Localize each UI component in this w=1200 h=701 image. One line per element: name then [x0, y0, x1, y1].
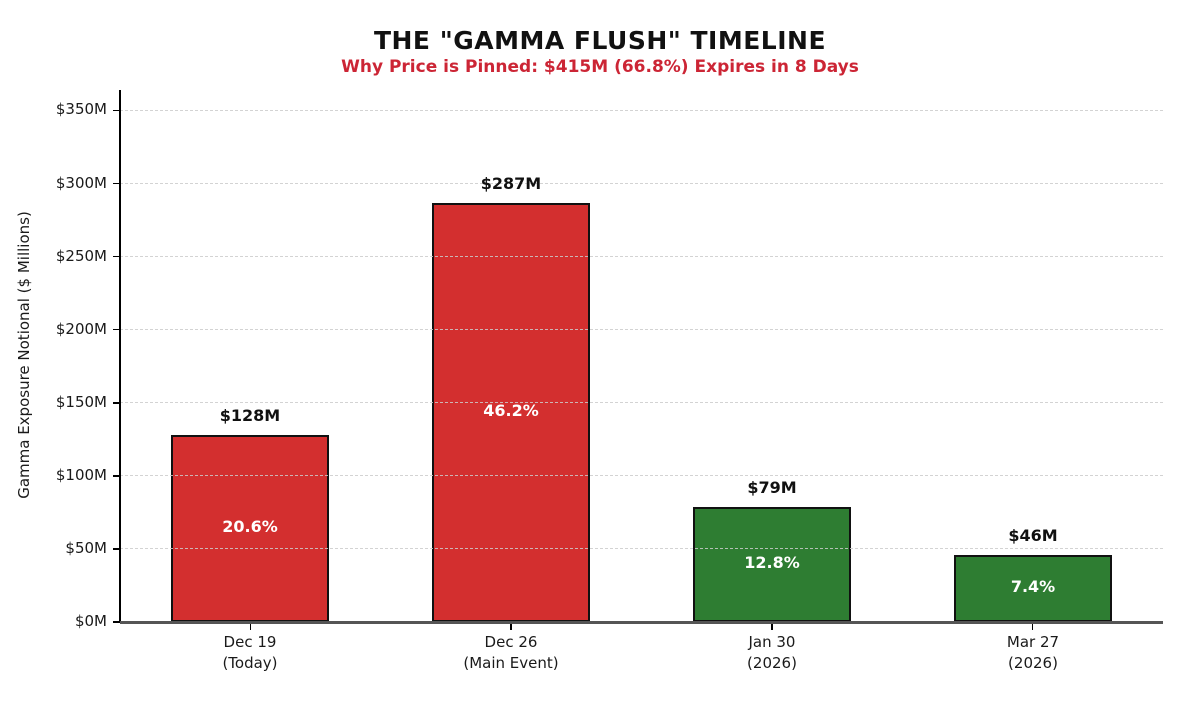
gridline — [120, 329, 1163, 331]
gridline — [120, 109, 1163, 111]
x-tick-label-line: Dec 19 — [223, 633, 277, 651]
y-tick-label: $300M — [55, 173, 107, 192]
bar-pct-label: 20.6% — [222, 517, 278, 536]
gridline — [120, 475, 1163, 477]
chart-subtitle: Why Price is Pinned: $415M (66.8%) Expir… — [341, 57, 859, 77]
y-tick-mark — [113, 621, 120, 623]
bar — [171, 434, 329, 622]
bar-pct-label: 12.8% — [744, 553, 800, 572]
x-axis-line — [120, 621, 1163, 624]
x-tick-label-line: (Today) — [222, 654, 278, 672]
y-tick-mark — [113, 328, 120, 331]
y-tick-label: $250M — [55, 246, 107, 265]
y-tick-mark — [113, 109, 120, 112]
x-tick-label-line: (2026) — [747, 654, 797, 672]
y-tick-label: $0M — [74, 612, 107, 630]
x-tick-mark — [1031, 623, 1034, 630]
y-tick-label: $200M — [55, 319, 107, 338]
x-tick-label-line: (2026) — [1008, 654, 1058, 672]
x-tick-label: Jan 30 (2026) — [662, 632, 882, 674]
x-tick-label: Dec 19 (Today) — [140, 632, 360, 674]
x-tick-label-line: (Main Event) — [463, 654, 559, 672]
bar — [432, 202, 590, 622]
y-axis-line — [119, 90, 121, 622]
y-tick-label: $50M — [65, 538, 107, 557]
bar — [693, 506, 851, 622]
x-tick-mark — [771, 623, 773, 630]
gridline — [120, 256, 1163, 258]
x-tick-label: Mar 27 (2026) — [923, 632, 1143, 674]
y-tick-mark — [113, 548, 120, 550]
y-tick-mark — [113, 255, 120, 258]
y-tick-mark — [113, 182, 120, 185]
y-tick-label: $350M — [55, 100, 107, 119]
bar-value-label: $46M — [1008, 525, 1058, 545]
y-tick-label: $100M — [55, 465, 107, 484]
x-tick-mark — [510, 623, 512, 630]
bar-pct-label: 7.4% — [1010, 577, 1056, 596]
gridline — [120, 548, 1163, 550]
y-tick-mark — [113, 475, 120, 477]
bar-value-label: $128M — [219, 405, 281, 425]
y-tick-mark — [113, 402, 120, 404]
x-tick-label: Dec 26 (Main Event) — [401, 632, 621, 674]
bar-pct-label: 46.2% — [483, 401, 539, 420]
x-tick-label-line: Dec 26 — [484, 633, 538, 651]
y-tick-label: $150M — [55, 392, 107, 411]
bar-value-label: $79M — [747, 477, 797, 497]
bar — [954, 554, 1112, 622]
bar-value-label: $287M — [480, 173, 542, 193]
chart-title: THE "GAMMA FLUSH" TIMELINE — [373, 26, 827, 55]
x-tick-label-line: Mar 27 — [1006, 633, 1060, 651]
gridline — [120, 183, 1163, 185]
x-tick-label-line: Jan 30 — [748, 633, 796, 651]
x-tick-mark — [249, 623, 252, 630]
gridline — [120, 402, 1163, 404]
